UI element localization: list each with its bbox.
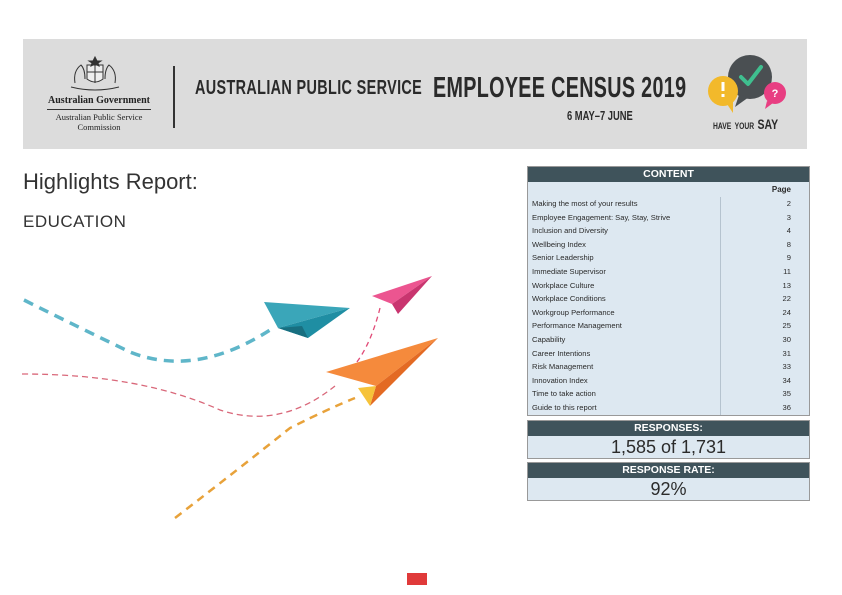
toc-heading: CONTENT	[528, 167, 809, 182]
responses-label: RESPONSES:	[528, 421, 809, 436]
svg-text:?: ?	[772, 88, 779, 100]
toc-item-page: 36	[720, 400, 809, 415]
census-title: EMPLOYEE CENSUS 2019	[433, 72, 687, 104]
report-title: Highlights Report:	[23, 169, 198, 194]
have-your-say-logo-icon: ?	[708, 55, 786, 113]
toc-row: Employee Engagement: Say, Stay, Strive 3	[528, 210, 809, 225]
gov-divider	[47, 109, 151, 110]
toc-row: Making the most of your results 2	[528, 197, 809, 211]
have-your-say-label: HAVE YOUR SAY	[713, 116, 778, 134]
toc-item-title: Workplace Conditions	[532, 294, 606, 304]
toc-row: Workplace Conditions 22	[528, 292, 809, 306]
toc-row: Capability 30	[528, 332, 809, 347]
toc-item-page: 11	[720, 264, 809, 279]
toc-page-column-header: Page	[771, 185, 791, 194]
toc-row: Risk Management 33	[528, 360, 809, 374]
toc-item-title: Employee Engagement: Say, Stay, Strive	[532, 212, 671, 222]
paper-planes-illustration	[21, 276, 438, 519]
hys-have: HAVE	[713, 121, 732, 131]
toc-item-title: Workgroup Performance	[532, 307, 615, 317]
toc-item-title: Workplace Culture	[532, 280, 595, 290]
toc-row: Senior Leadership 9	[528, 251, 809, 265]
header-banner: Australian Government Australian Public …	[23, 39, 807, 149]
aps-title: AUSTRALIAN PUBLIC SERVICE	[195, 77, 423, 99]
response-rate-box: RESPONSE RATE: 92%	[527, 462, 810, 501]
header-divider	[173, 66, 175, 128]
toc-item-page: 25	[720, 319, 809, 333]
toc-item-page: 9	[720, 251, 809, 265]
toc-item-page: 13	[720, 278, 809, 293]
toc-row: Time to take action 35	[528, 387, 809, 401]
toc-row: Workgroup Performance 24	[528, 305, 809, 320]
toc-row: Career Intentions 31	[528, 346, 809, 361]
toc-item-page: 24	[720, 305, 809, 320]
toc-item-page: 8	[720, 237, 809, 252]
hys-say: SAY	[757, 116, 779, 132]
teal-plane-icon	[264, 302, 350, 338]
toc-item-page: 3	[720, 210, 809, 225]
toc-row: Wellbeing Index 8	[528, 237, 809, 252]
toc-item-title: Innovation Index	[532, 375, 588, 385]
toc-item-page: 31	[720, 346, 809, 361]
orange-plane-icon	[326, 338, 438, 406]
toc-item-title: Wellbeing Index	[532, 239, 586, 249]
toc-row: Guide to this report 36	[528, 400, 809, 415]
responses-box: RESPONSES: 1,585 of 1,731	[527, 420, 810, 459]
content-table: CONTENT Page Making the most of your res…	[527, 166, 810, 416]
toc-item-title: Risk Management	[532, 362, 594, 372]
toc-item-page: 22	[720, 292, 809, 306]
toc-row: Workplace Culture 13	[528, 278, 809, 293]
toc-item-page: 30	[720, 332, 809, 347]
toc-item-page: 35	[720, 387, 809, 401]
toc-row: Immediate Supervisor 11	[528, 264, 809, 279]
government-logo-text: Australian Government Australian Public …	[41, 95, 157, 132]
toc-item-title: Career Intentions	[532, 348, 591, 358]
response-rate-value: 92%	[528, 478, 809, 500]
toc-item-page: 33	[720, 360, 809, 374]
toc-item-title: Senior Leadership	[532, 253, 594, 263]
toc-item-title: Inclusion and Diversity	[532, 226, 608, 236]
pink-plane-icon	[372, 276, 432, 314]
toc-item-page: 34	[720, 373, 809, 388]
responses-value: 1,585 of 1,731	[528, 436, 809, 458]
gov-sub-label-1: Australian Public Service	[55, 112, 143, 122]
toc-row: Performance Management 25	[528, 319, 809, 333]
toc-row: Inclusion and Diversity 4	[528, 224, 809, 238]
toc-row: Innovation Index 34	[528, 373, 809, 388]
toc-item-title: Guide to this report	[532, 402, 597, 412]
census-dates: 6 MAY–7 JUNE	[567, 108, 633, 123]
report-subtitle: EDUCATION	[23, 212, 127, 231]
toc-item-title: Performance Management	[532, 321, 622, 331]
toc-item-title: Time to take action	[532, 389, 596, 399]
toc-item-page: 4	[720, 224, 809, 238]
gov-main-label: Australian Government	[48, 95, 150, 106]
footer-logo-icon	[407, 573, 427, 585]
gov-sub-label-2: Commission	[77, 122, 121, 132]
toc-item-page: 2	[720, 197, 809, 211]
toc-item-title: Making the most of your results	[532, 199, 638, 208]
toc-rows: Making the most of your results 2 Employee…	[528, 197, 809, 415]
toc-item-title: Capability	[532, 334, 566, 344]
toc-item-title: Immediate Supervisor	[532, 266, 606, 276]
response-rate-label: RESPONSE RATE:	[528, 463, 809, 478]
hys-your: YOUR	[734, 121, 755, 131]
coat-of-arms-icon	[70, 55, 120, 91]
